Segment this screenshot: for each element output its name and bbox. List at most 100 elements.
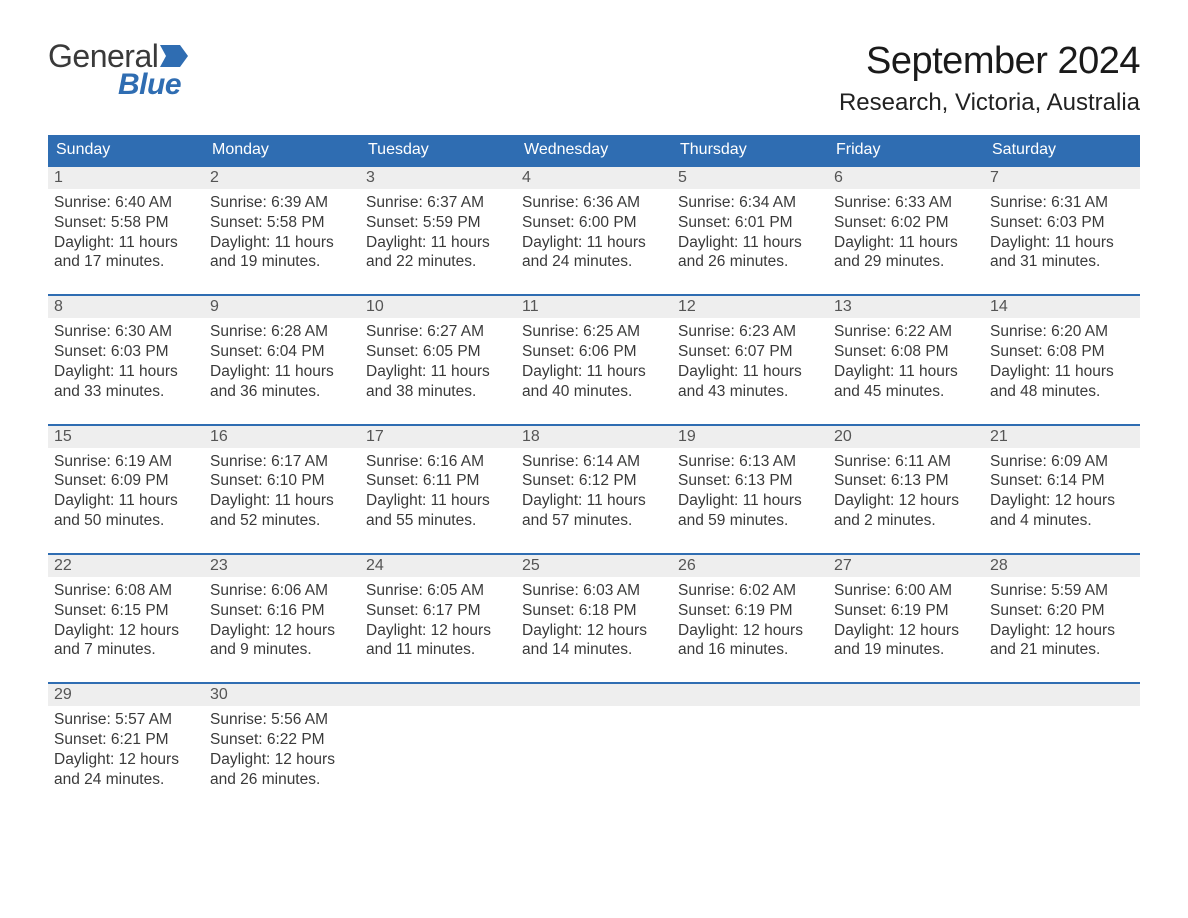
day-cell-body: Sunrise: 6:27 AMSunset: 6:05 PMDaylight:… [360, 318, 516, 423]
sunset-line: Sunset: 6:16 PM [210, 601, 360, 621]
day-header: Wednesday [516, 135, 672, 166]
sunset-line: Sunset: 6:09 PM [54, 471, 204, 491]
daynum-cell: 2 [204, 166, 360, 189]
day-cell-body: Sunrise: 6:34 AMSunset: 6:01 PMDaylight:… [672, 189, 828, 294]
daylight-label: Daylight: [210, 363, 275, 380]
sunset-value: 6:21 PM [111, 731, 169, 748]
sunset-value: 5:58 PM [111, 214, 169, 231]
sunrise-line: Sunrise: 6:06 AM [210, 581, 360, 601]
daynum-cell: 24 [360, 554, 516, 577]
daylight-label: Daylight: [522, 363, 587, 380]
day-cell: Sunrise: 5:56 AMSunset: 6:22 PMDaylight:… [204, 706, 360, 811]
sunset-value: 6:08 PM [891, 343, 949, 360]
daylight-label: Daylight: [54, 751, 119, 768]
sunset-line: Sunset: 6:03 PM [54, 342, 204, 362]
day-cell-body: Sunrise: 6:20 AMSunset: 6:08 PMDaylight:… [984, 318, 1140, 423]
sunrise-line: Sunrise: 6:05 AM [366, 581, 516, 601]
sunrise-label: Sunrise: [990, 453, 1051, 470]
day-cell-body: Sunrise: 5:59 AMSunset: 6:20 PMDaylight:… [984, 577, 1140, 682]
sunrise-label: Sunrise: [990, 323, 1051, 340]
sunrise-label: Sunrise: [522, 453, 583, 470]
daynum-cell: 3 [360, 166, 516, 189]
day-cell-body: Sunrise: 6:33 AMSunset: 6:02 PMDaylight:… [828, 189, 984, 294]
sunset-line: Sunset: 6:08 PM [834, 342, 984, 362]
daylight-label: Daylight: [210, 751, 275, 768]
sunrise-value: 6:09 AM [1051, 453, 1108, 470]
sunset-line: Sunset: 6:13 PM [678, 471, 828, 491]
day-cell: Sunrise: 6:14 AMSunset: 6:12 PMDaylight:… [516, 448, 672, 554]
daylight-line: Daylight: 11 hours and 38 minutes. [366, 362, 516, 402]
day-cell-body: Sunrise: 6:09 AMSunset: 6:14 PMDaylight:… [984, 448, 1140, 553]
sunrise-line: Sunrise: 6:08 AM [54, 581, 204, 601]
day-cell [984, 706, 1140, 811]
daynum-cell: 6 [828, 166, 984, 189]
day-cell-body: Sunrise: 6:05 AMSunset: 6:17 PMDaylight:… [360, 577, 516, 682]
day-number: 23 [210, 557, 228, 574]
daylight-label: Daylight: [54, 363, 119, 380]
sunset-label: Sunset: [54, 602, 111, 619]
sunrise-value: 6:28 AM [271, 323, 328, 340]
sunset-label: Sunset: [678, 472, 735, 489]
sunrise-value: 6:13 AM [739, 453, 796, 470]
daynum-row: 15161718192021 [48, 425, 1140, 448]
daynum-row: 22232425262728 [48, 554, 1140, 577]
daylight-line: Daylight: 12 hours and 26 minutes. [210, 750, 360, 790]
daylight-label: Daylight: [678, 622, 743, 639]
day-number: 16 [210, 428, 228, 445]
sunrise-line: Sunrise: 6:40 AM [54, 193, 204, 213]
daylight-line: Daylight: 12 hours and 24 minutes. [54, 750, 204, 790]
sunset-line: Sunset: 6:03 PM [990, 213, 1140, 233]
logo-text: General Blue [48, 40, 188, 100]
sunset-line: Sunset: 6:21 PM [54, 730, 204, 750]
sunrise-value: 5:59 AM [1051, 582, 1108, 599]
day-number: 13 [834, 298, 852, 315]
sunset-label: Sunset: [678, 602, 735, 619]
daylight-line: Daylight: 12 hours and 19 minutes. [834, 621, 984, 661]
day-cell: Sunrise: 6:33 AMSunset: 6:02 PMDaylight:… [828, 189, 984, 295]
day-header: Monday [204, 135, 360, 166]
daynum-row: 891011121314 [48, 295, 1140, 318]
day-cell-body: Sunrise: 6:39 AMSunset: 5:58 PMDaylight:… [204, 189, 360, 294]
daynum-cell: 18 [516, 425, 672, 448]
sunrise-value: 6:06 AM [271, 582, 328, 599]
sunset-label: Sunset: [366, 472, 423, 489]
day-cell-body: Sunrise: 6:25 AMSunset: 6:06 PMDaylight:… [516, 318, 672, 423]
daynum-cell: 30 [204, 683, 360, 706]
sunrise-line: Sunrise: 6:11 AM [834, 452, 984, 472]
sunrise-value: 6:30 AM [115, 323, 172, 340]
daylight-label: Daylight: [366, 363, 431, 380]
daylight-label: Daylight: [990, 234, 1055, 251]
calendar-body: 1234567Sunrise: 6:40 AMSunset: 5:58 PMDa… [48, 166, 1140, 812]
day-cell: Sunrise: 6:34 AMSunset: 6:01 PMDaylight:… [672, 189, 828, 295]
day-cell [672, 706, 828, 811]
sunset-label: Sunset: [834, 472, 891, 489]
daylight-label: Daylight: [834, 622, 899, 639]
daynum-cell: 4 [516, 166, 672, 189]
sunrise-value: 5:57 AM [115, 711, 172, 728]
day-cell-body: Sunrise: 6:13 AMSunset: 6:13 PMDaylight:… [672, 448, 828, 553]
daynum-cell: 9 [204, 295, 360, 318]
day-cell: Sunrise: 6:05 AMSunset: 6:17 PMDaylight:… [360, 577, 516, 683]
daylight-label: Daylight: [990, 363, 1055, 380]
daylight-line: Daylight: 11 hours and 26 minutes. [678, 233, 828, 273]
day-cell-body: Sunrise: 5:57 AM Sunset: 6:21 PMDaylight:… [48, 706, 204, 811]
page-title: September 2024 [839, 40, 1140, 83]
sunrise-label: Sunrise: [54, 711, 115, 728]
day-header: Saturday [984, 135, 1140, 166]
sunrise-label: Sunrise: [210, 711, 271, 728]
day-number: 25 [522, 557, 540, 574]
day-number: 20 [834, 428, 852, 445]
day-cell-body: Sunrise: 6:19 AMSunset: 6:09 PMDaylight:… [48, 448, 204, 553]
sunset-value: 6:06 PM [579, 343, 637, 360]
sunset-label: Sunset: [678, 343, 735, 360]
sunset-value: 6:01 PM [735, 214, 793, 231]
sunset-value: 6:20 PM [1047, 602, 1105, 619]
day-cell: Sunrise: 6:28 AMSunset: 6:04 PMDaylight:… [204, 318, 360, 424]
week-row: Sunrise: 6:30 AMSunset: 6:03 PMDaylight:… [48, 318, 1140, 424]
day-number: 14 [990, 298, 1008, 315]
sunset-label: Sunset: [990, 472, 1047, 489]
sunrise-line: Sunrise: 5:56 AM [210, 710, 360, 730]
daylight-line: Daylight: 12 hours and 9 minutes. [210, 621, 360, 661]
daylight-line: Daylight: 11 hours and 36 minutes. [210, 362, 360, 402]
daylight-label: Daylight: [366, 492, 431, 509]
